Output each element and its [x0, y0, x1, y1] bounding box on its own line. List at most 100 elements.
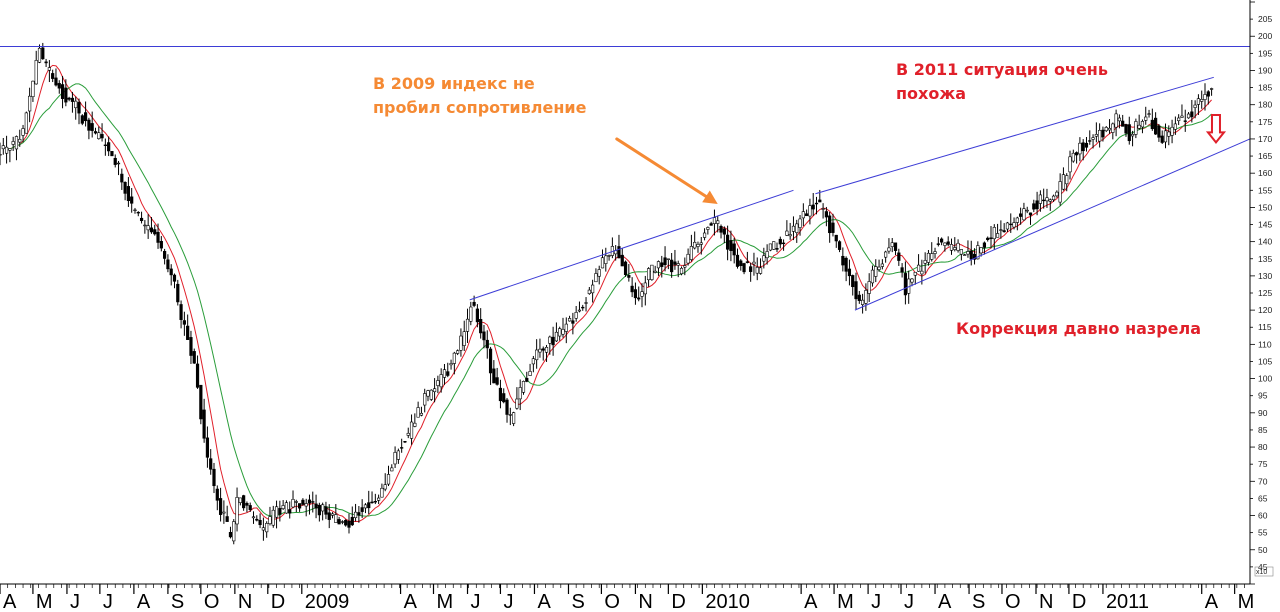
price-bar: [166, 254, 170, 273]
price-bar: [189, 330, 193, 364]
price-bar: [531, 355, 535, 373]
price-bar: [238, 497, 242, 506]
annotation-correction: Коррекция давно назрела: [956, 319, 1202, 338]
price-bar: [900, 263, 904, 278]
price-bar: [353, 503, 358, 522]
x-tick-label: J: [103, 591, 113, 612]
x-tick-label: N: [638, 591, 652, 612]
price-bar: [143, 220, 147, 234]
price-bar: [548, 335, 552, 355]
price-bar: [149, 217, 154, 234]
price-bar: [469, 301, 473, 326]
price-bar: [41, 42, 45, 60]
price-bar: [261, 517, 265, 541]
price-bar: [877, 259, 881, 272]
price-bar: [719, 224, 723, 239]
price-bar: [209, 449, 213, 475]
price-bar: [1084, 137, 1089, 152]
price-bar: [436, 375, 440, 394]
price-bar: [1111, 122, 1115, 140]
price-bar: [1196, 94, 1201, 115]
y-tick-label: 165: [1258, 151, 1272, 161]
price-bar: [350, 506, 354, 527]
price-bar: [107, 136, 111, 157]
price-bar: [377, 494, 381, 505]
x-tick-label: J: [70, 591, 80, 612]
price-bar: [729, 230, 733, 262]
price-bar: [1038, 190, 1042, 212]
x-tick-label: J: [471, 591, 481, 612]
price-bar: [37, 44, 42, 64]
price-bar: [851, 274, 855, 296]
price-bar: [202, 398, 206, 443]
x-tick-label: D: [271, 591, 285, 612]
price-bar: [110, 151, 114, 157]
price-bar: [103, 138, 107, 156]
price-bar: [442, 363, 447, 385]
price-bar: [505, 397, 509, 423]
price-bar: [893, 242, 898, 255]
price-bar: [1200, 90, 1204, 109]
price-bar: [844, 256, 848, 282]
price-bar: [600, 249, 605, 269]
x-tick-label: D: [1072, 591, 1086, 612]
price-bar: [136, 211, 140, 217]
price-bar: [1058, 173, 1062, 206]
price-bar: [1203, 83, 1207, 111]
price-bar: [393, 446, 397, 469]
price-bar: [1167, 125, 1171, 146]
price-bar: [304, 498, 308, 517]
price-bar: [288, 501, 292, 519]
x-tick-label: A: [404, 591, 418, 612]
price-bar: [732, 237, 736, 264]
price-bar: [123, 181, 127, 201]
price-bar: [831, 213, 835, 237]
price-bar: [646, 267, 651, 287]
x-tick-label: A: [137, 591, 151, 612]
price-bar: [1075, 151, 1079, 164]
price-bar: [255, 515, 259, 522]
price-bar: [897, 248, 901, 266]
price-bar: [903, 261, 907, 305]
price-bar: [525, 371, 529, 383]
price-bar: [571, 312, 575, 335]
price-bar: [1114, 109, 1118, 137]
price-bar: [755, 257, 759, 281]
price-bar: [623, 260, 628, 277]
price-bar: [791, 216, 796, 241]
x-tick-label: M: [837, 591, 854, 612]
price-bar: [1127, 116, 1131, 145]
price-bar: [535, 339, 539, 369]
x-tick-label: M: [36, 591, 53, 612]
price-bar: [801, 203, 805, 227]
price-bar: [176, 279, 180, 306]
price-bar: [811, 193, 815, 216]
price-bar: [785, 220, 789, 237]
price-bar: [956, 239, 960, 253]
price-bar: [541, 346, 545, 361]
price-bar: [205, 426, 210, 468]
price-bar: [31, 80, 35, 102]
price-bar: [666, 258, 670, 270]
price-bar: [360, 499, 364, 518]
price-bar: [1186, 112, 1191, 119]
price-bar: [502, 388, 506, 404]
price-bar: [1107, 119, 1112, 134]
price-bar: [920, 259, 924, 285]
price-bar: [278, 500, 282, 522]
price-bar: [969, 240, 973, 266]
price-bar: [778, 236, 782, 249]
price-bar: [423, 388, 427, 413]
price-bar: [409, 414, 414, 445]
x-tick-label: A: [938, 591, 952, 612]
price-bar: [627, 263, 631, 282]
price-bar: [406, 427, 410, 439]
price-bar: [1002, 223, 1006, 233]
price-bar: [373, 493, 377, 505]
price-bar: [268, 506, 272, 526]
price-bar: [999, 220, 1003, 239]
arrow-2009: [615, 137, 718, 204]
price-bar: [663, 246, 667, 272]
price-bar: [1088, 130, 1092, 145]
price-bar: [327, 504, 331, 529]
